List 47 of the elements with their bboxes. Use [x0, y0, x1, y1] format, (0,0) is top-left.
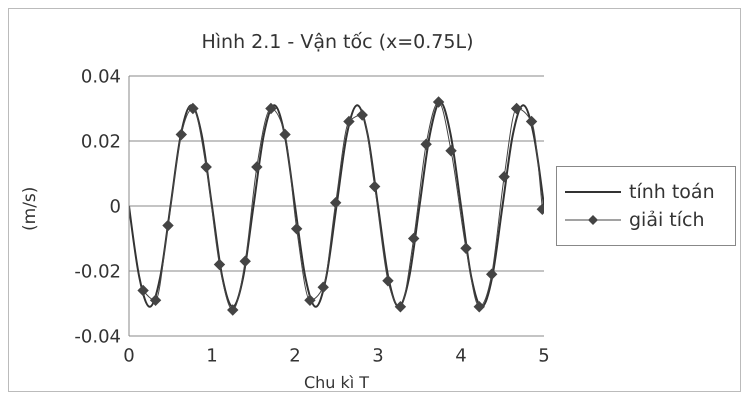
point	[433, 96, 444, 108]
point	[343, 116, 354, 127]
x-axis-title: Chu kì T	[304, 373, 370, 392]
point	[408, 233, 420, 244]
x-tick-label: 2	[289, 346, 301, 366]
legend-label: giải tích	[629, 209, 705, 231]
y-tick-label: -0.04	[74, 326, 121, 348]
point	[187, 103, 198, 114]
point	[498, 171, 510, 182]
y-tick-label: 0.04	[80, 66, 121, 88]
y-tick-label: -0.02	[74, 261, 121, 282]
point	[382, 275, 394, 286]
point	[240, 256, 251, 267]
point	[304, 294, 316, 306]
y-axis-title: (m/s)	[20, 186, 40, 231]
point	[460, 242, 472, 254]
point	[394, 301, 406, 312]
x-tick-label: 4	[455, 346, 467, 366]
point	[369, 181, 380, 192]
point	[511, 103, 522, 114]
point	[200, 162, 212, 172]
x-tick-label: 0	[123, 346, 135, 366]
y-tick-label: 0	[110, 196, 121, 218]
point	[291, 223, 302, 234]
point	[446, 145, 457, 156]
point	[486, 268, 498, 280]
point	[526, 116, 538, 127]
point	[356, 110, 368, 120]
point	[214, 259, 225, 270]
chart-title: Hình 2.1 - Vận tốc (x=0.75L)	[200, 31, 474, 53]
legend-label: tính toán	[629, 181, 715, 203]
x-tick-label: 5	[538, 346, 550, 366]
point	[176, 129, 187, 140]
point	[162, 220, 174, 231]
point	[227, 304, 238, 316]
x-tick-label: 1	[206, 346, 218, 366]
point	[280, 129, 291, 140]
x-tick-label: 3	[372, 346, 384, 366]
point	[420, 138, 432, 150]
point	[474, 301, 485, 312]
point	[330, 197, 342, 208]
point	[265, 103, 276, 114]
point	[251, 162, 262, 172]
point	[150, 294, 162, 306]
y-tick-label: 0.02	[80, 131, 121, 152]
point	[138, 285, 149, 296]
point	[318, 282, 329, 293]
